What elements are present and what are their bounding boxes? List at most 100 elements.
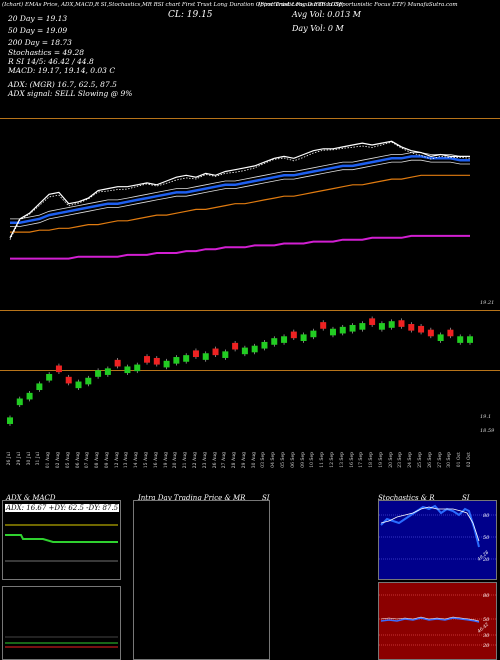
date-label: 30 Sep (447, 452, 453, 468)
date-label: 14 Aug (134, 452, 140, 469)
stoch-panel: 80 50 20 49.28 (378, 500, 497, 580)
date-label: 27 Sep (437, 452, 443, 468)
candlestick-chart (7, 316, 473, 426)
date-label: 05 Sep (281, 452, 287, 468)
date-label: 09 Aug (104, 452, 110, 469)
date-label: 30 Aug (251, 452, 257, 469)
rsi-tick: 20 (482, 643, 490, 649)
candle-body (46, 374, 53, 381)
date-label: 02 Oct (467, 452, 472, 468)
candle-body (300, 334, 307, 341)
date-label: 23 Aug (202, 452, 208, 469)
date-label: 29 Aug (241, 452, 247, 469)
date-label: 10 Sep (310, 452, 316, 468)
candle-body (26, 392, 33, 400)
candle-body (349, 324, 356, 332)
ema50-label: 50 Day = 19.09 (8, 26, 68, 35)
close-line (9, 140, 470, 239)
candle-body (232, 342, 239, 350)
header-topline: (Ichart) EMAs Price, ADX,MACD,R SI,Stoch… (2, 2, 343, 8)
stoch-d-line (380, 506, 480, 542)
candle-body (437, 334, 444, 341)
mrsi-panel-title2: SI (262, 494, 270, 502)
candle-body (359, 323, 366, 330)
date-label: 31 Jul (36, 452, 42, 466)
date-label: 15 Aug (144, 452, 150, 469)
date-label: 16 Sep (349, 452, 355, 468)
adx-signal-label: ADX signal: SELL Slowing @ 9% (8, 89, 133, 98)
price-low-label: 18.59 (480, 428, 495, 434)
date-label: 26 Jul (7, 452, 12, 466)
macd-label: MACD: 19.17, 19.14, 0.03 C (8, 66, 116, 75)
candle-body (378, 323, 385, 330)
header-name: (First Trust Long Duration Opportunistic… (258, 2, 458, 8)
candle-body (134, 364, 141, 372)
mrsi-panel (133, 500, 270, 660)
date-label: 21 Aug (183, 452, 189, 469)
stoch-tick: 80 (483, 513, 490, 519)
date-label: 01 Aug (46, 452, 52, 469)
adx-lines (5, 524, 118, 562)
ema-band-lower (10, 159, 470, 227)
stoch-label: Stochastics = 49.28 (8, 48, 85, 57)
candle-body (173, 357, 180, 364)
date-label: 11 Sep (320, 452, 326, 468)
mrsi-panel-title: Intra Day Trading Price & MR (138, 494, 246, 502)
candle-body (222, 351, 229, 358)
date-label: 04 Sep (271, 452, 277, 468)
macd-lines (5, 636, 118, 648)
day-vol: Day Vol: 0 M (292, 24, 344, 33)
close-label: CL: 19.15 (168, 10, 213, 20)
adx-panel-title: ADX & MACD (6, 494, 56, 502)
candle-body (85, 377, 92, 385)
candle-body (369, 318, 376, 325)
candle-body (36, 383, 43, 391)
candle-body (339, 326, 346, 334)
candle-body (320, 322, 327, 329)
candle-body (408, 324, 415, 331)
date-label: 01 Oct (457, 452, 463, 468)
price-mid-label: 19.1 (480, 414, 492, 420)
date-label: 13 Aug (124, 452, 130, 469)
date-label: 29 Jul (16, 452, 22, 466)
date-label: 12 Aug (114, 452, 120, 469)
date-label: 22 Aug (192, 452, 198, 469)
date-label: 02 Aug (55, 452, 61, 469)
candle-body (192, 350, 199, 358)
date-label: 13 Sep (339, 452, 345, 468)
date-label: 19 Sep (378, 452, 384, 468)
candle-body (271, 338, 278, 345)
price-high-label: 19.21 (480, 300, 495, 306)
date-label: 16 Aug (153, 452, 159, 469)
adx-values: ADX: 16.67 +DY: 62.5 -DY: 87.5 (5, 504, 120, 512)
date-label: 20 Sep (388, 452, 394, 468)
candle-body (398, 320, 405, 327)
date-label: 25 Sep (418, 452, 424, 468)
candle-body (467, 336, 473, 343)
stoch-panel-title2: SI (462, 494, 470, 502)
date-label: 28 Aug (232, 452, 238, 469)
date-label: 20 Aug (173, 452, 179, 469)
candle-body (310, 330, 317, 338)
macd-panel (2, 586, 121, 660)
ema50-line (10, 174, 470, 233)
date-label: 09 Sep (300, 452, 306, 468)
candle-body (388, 321, 395, 328)
date-label: 06 Aug (75, 452, 81, 469)
candle-body (281, 336, 288, 343)
ema200-line (10, 234, 470, 260)
candle-body (457, 336, 464, 343)
candle-body (55, 365, 62, 373)
ema20-line (10, 155, 470, 224)
candle-body (16, 398, 23, 406)
adx-label: ADX: (MGR) 16.7, 62.5, 87.5 (8, 80, 117, 89)
date-label: 26 Sep (427, 452, 433, 468)
date-label: 05 Aug (65, 452, 71, 469)
ema-band-upper (10, 152, 470, 220)
date-label: 17 Sep (359, 452, 365, 468)
date-label: 03 Sep (261, 452, 267, 468)
candle-body (241, 347, 248, 355)
ema200-label: 200 Day = 18.73 (8, 38, 72, 47)
ema20-label: 20 Day = 19.13 (8, 14, 68, 23)
